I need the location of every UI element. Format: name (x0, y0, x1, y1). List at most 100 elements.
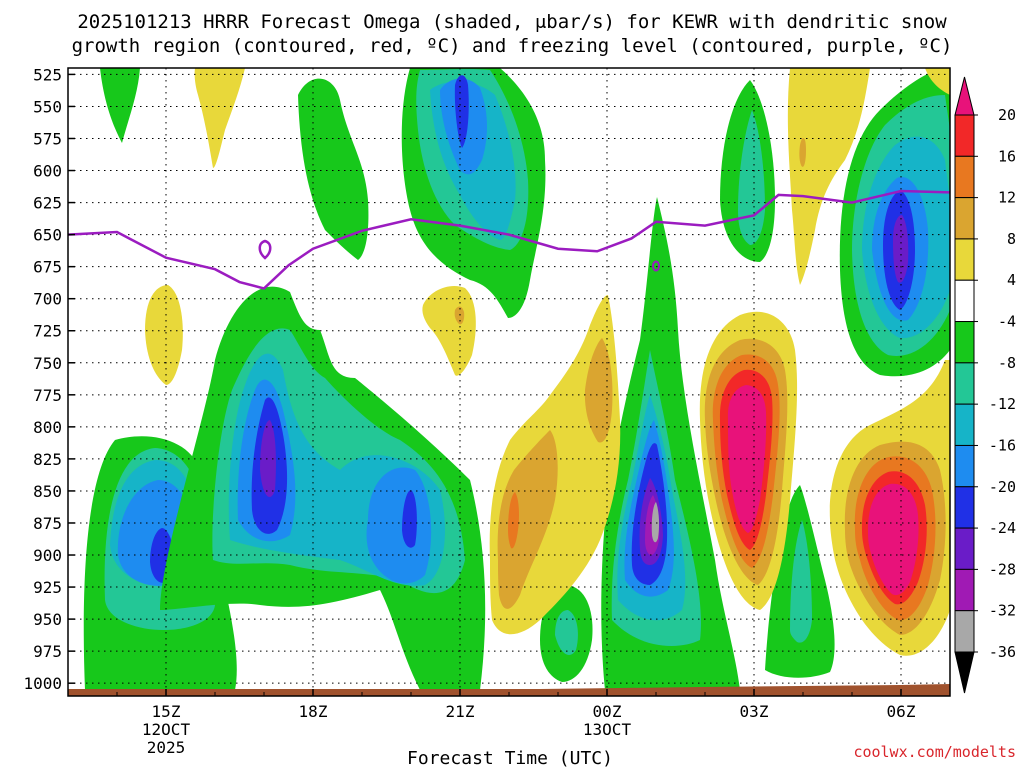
y-tick-label: 975 (33, 642, 62, 661)
omega-system-06z-descent (829, 360, 950, 656)
colorbar-segment (954, 568, 975, 612)
omega-contour-c5 (454, 75, 469, 148)
colorbar-top-arrow (954, 76, 975, 116)
omega-contour-d1 (100, 68, 140, 143)
chart-title-line-2: growth region (contoured, red, ºC) and f… (72, 35, 953, 57)
x-tick-label: 03Z (740, 702, 769, 721)
colorbar-label: -12 (989, 395, 1016, 413)
y-tick-label: 850 (33, 482, 62, 501)
omega-contour-j5 (787, 68, 870, 285)
colorbar-label: 16 (998, 147, 1016, 165)
omega-contour-b5b (402, 490, 417, 548)
y-tick-label: 625 (33, 194, 62, 213)
omega-contour-j2 (145, 285, 183, 385)
x-tick-label: 21Z (446, 702, 475, 721)
plot-area (68, 68, 950, 696)
ground-strip (68, 684, 950, 696)
omega-contour-j3 (422, 285, 476, 376)
colorbar-label: -16 (989, 436, 1016, 454)
omega-subsidence-areas (145, 68, 870, 635)
omega-contour-m5 (868, 483, 919, 596)
y-tick-label: 650 (33, 226, 62, 245)
colorbar-bottom-arrow (954, 651, 975, 694)
colorbar-label: -32 (989, 602, 1016, 620)
y-tick-label: 900 (33, 546, 62, 565)
y-tick-label: 875 (33, 514, 62, 533)
omega-contour-n1 (925, 68, 950, 95)
pressure-axis: 525 550 575 600 625 650 675 700 725 750 775 800 825 8… (23, 65, 75, 693)
omega-contour-e8 (651, 502, 660, 543)
time-gridlines (165, 68, 902, 696)
freezing-level-loop-2 (652, 260, 660, 272)
y-tick-label: 575 (33, 129, 62, 148)
colorbar-segment (954, 444, 975, 488)
colorbar-label: 4 (1007, 271, 1016, 289)
y-tick-label: 950 (33, 610, 62, 629)
omega-contour-k4 (508, 492, 519, 549)
y-tick-label: 775 (33, 386, 62, 405)
omega-shading (83, 68, 950, 690)
colorbar-label: 12 (998, 189, 1016, 207)
x-tick-label: 06Z (887, 702, 916, 721)
omega-system-06z-upper (839, 68, 950, 377)
y-tick-label: 550 (33, 97, 62, 116)
colorbar-segment (954, 362, 975, 405)
y-tick-label: 1000 (23, 674, 62, 693)
colorbar-segment (954, 610, 975, 653)
omega-contour-d2 (298, 78, 369, 261)
colorbar-label: -24 (989, 519, 1016, 537)
colorbar-label: -8 (998, 354, 1016, 372)
colorbar-segment (954, 321, 975, 364)
y-tick-label: 800 (33, 418, 62, 437)
y-tick-label: 700 (33, 290, 62, 309)
omega-colorbar: 20 16 12 8 4 -4 -8 -12 -16 -20 -24 -28 -32 -36 (954, 76, 1016, 694)
x-tick-label: 2025 (147, 738, 186, 757)
omega-contour-k3 (584, 338, 613, 443)
omega-contour-b4b (366, 467, 432, 584)
colorbar-segment (954, 197, 975, 240)
credit-text: coolwx.com/modelts (853, 743, 1016, 761)
x-tick-label: 18Z (299, 702, 328, 721)
colorbar-label: -20 (989, 478, 1016, 496)
y-tick-label: 750 (33, 354, 62, 373)
omega-contour-j4 (454, 306, 465, 325)
colorbar-segment (954, 155, 975, 199)
omega-contour-j1 (194, 68, 245, 168)
y-tick-label: 825 (33, 450, 62, 469)
colorbar-segment (954, 114, 975, 157)
colorbar-label: -4 (998, 313, 1016, 331)
x-tick-label: 13OCT (583, 720, 632, 739)
omega-system-03z-descent (699, 311, 798, 610)
omega-contour-f2 (555, 610, 578, 655)
colorbar-label: 8 (1007, 230, 1016, 248)
colorbar-segment (954, 279, 975, 323)
y-tick-label: 925 (33, 578, 62, 597)
x-tick-label: 12OCT (142, 720, 191, 739)
freezing-level-loop-1 (258, 239, 272, 260)
y-tick-label: 725 (33, 322, 62, 341)
y-tick-label: 675 (33, 258, 62, 277)
colorbar-segment (954, 238, 975, 281)
omega-system-01z (601, 197, 740, 690)
freezing-level-contour (68, 189, 950, 290)
omega-contour-k2 (497, 430, 558, 609)
colorbar-label: -28 (989, 560, 1016, 578)
colorbar-segment (954, 527, 975, 570)
colorbar-segment (954, 486, 975, 529)
y-tick-label: 600 (33, 162, 62, 181)
colorbar-label: -36 (989, 643, 1016, 661)
y-tick-label: 525 (33, 65, 62, 84)
x-tick-label: 00Z (593, 702, 622, 721)
omega-system-17z-20z (160, 286, 486, 690)
omega-system-21z-upper (401, 68, 546, 318)
omega-system-23z-low (540, 585, 593, 682)
colorbar-label: 20 (998, 106, 1016, 124)
omega-contour-b6 (260, 420, 276, 498)
chart-title-line-1: 2025101213 HRRR Forecast Omega (shaded, … (77, 11, 947, 33)
x-axis-title: Forecast Time (UTC) (407, 748, 613, 768)
omega-contour-j6 (799, 138, 806, 167)
colorbar-segment (954, 403, 975, 446)
x-tick-label: 15Z (152, 702, 181, 721)
